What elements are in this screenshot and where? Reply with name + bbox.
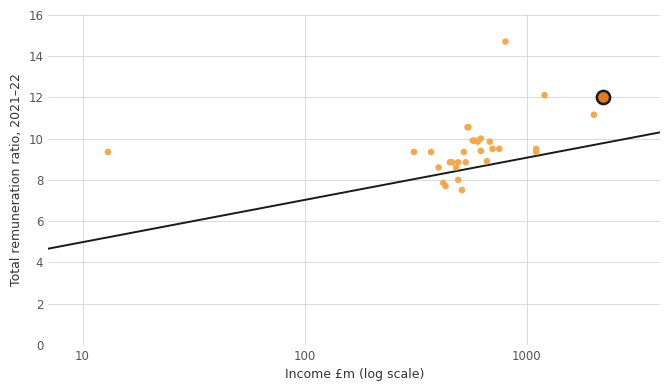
Point: [425, 149, 436, 155]
Point: [457, 187, 468, 193]
Point: [438, 180, 449, 186]
Point: [447, 159, 458, 165]
Y-axis label: Total remuneration ratio, 2021–22: Total remuneration ratio, 2021–22: [10, 74, 23, 286]
Point: [458, 149, 469, 155]
Point: [588, 112, 599, 118]
Point: [468, 138, 478, 144]
Point: [103, 149, 113, 155]
Point: [472, 138, 483, 145]
Point: [440, 183, 451, 189]
Point: [409, 149, 419, 155]
Point: [487, 146, 498, 152]
Point: [463, 124, 474, 130]
Point: [433, 164, 444, 170]
Point: [531, 149, 541, 155]
Point: [445, 159, 456, 165]
Point: [484, 138, 495, 145]
Point: [500, 38, 511, 45]
Point: [476, 148, 486, 154]
Point: [453, 159, 464, 165]
Point: [453, 177, 464, 183]
Point: [462, 124, 473, 130]
Point: [531, 146, 541, 152]
Point: [476, 135, 486, 142]
Point: [451, 164, 462, 170]
Point: [469, 138, 480, 144]
X-axis label: Income £m (log scale): Income £m (log scale): [285, 368, 424, 381]
Point: [539, 92, 550, 98]
Point: [482, 158, 492, 164]
Point: [598, 94, 608, 100]
Point: [494, 146, 505, 152]
Point: [460, 159, 471, 165]
